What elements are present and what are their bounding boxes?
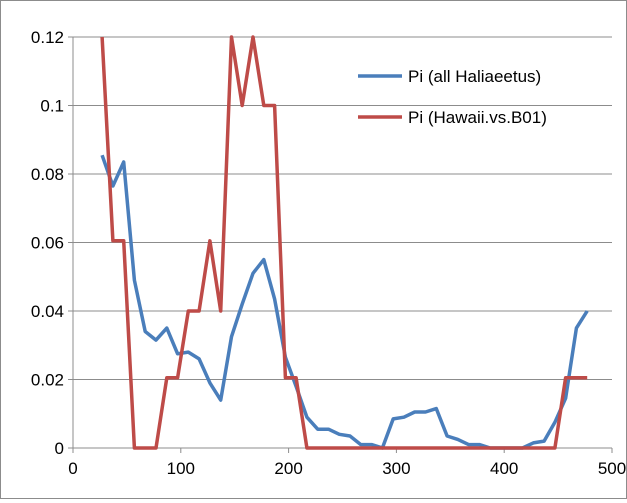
legend-label-0: Pi (all Haliaeetus) bbox=[408, 67, 541, 86]
y-tick-label-5: 0.1 bbox=[40, 97, 64, 116]
y-tick-label-4: 0.08 bbox=[31, 165, 64, 184]
x-tick-label-2: 200 bbox=[274, 459, 302, 478]
x-tick-label-5: 500 bbox=[598, 459, 626, 478]
x-tick-label-4: 400 bbox=[490, 459, 518, 478]
axes: 0 0.02 0.04 0.06 0.08 0.1 0.12 0 100 200 300 400 500 bbox=[31, 28, 626, 478]
y-tick-label-6: 0.12 bbox=[31, 28, 64, 47]
series-lines bbox=[100, 35, 589, 450]
y-tick-label-0: 0 bbox=[55, 439, 64, 458]
gridlines bbox=[73, 36, 612, 380]
series-line-0 bbox=[100, 154, 589, 450]
legend: Pi (all Haliaeetus) Pi (Hawaii.vs.B01) bbox=[358, 67, 547, 127]
x-tick-label-1: 100 bbox=[167, 459, 195, 478]
series-line-1 bbox=[100, 35, 588, 450]
legend-label-1: Pi (Hawaii.vs.B01) bbox=[408, 108, 547, 127]
x-tick-label-3: 300 bbox=[382, 459, 410, 478]
y-tick-label-1: 0.02 bbox=[31, 371, 64, 390]
x-tick-label-0: 0 bbox=[68, 459, 77, 478]
y-tick-label-3: 0.06 bbox=[31, 234, 64, 253]
y-tick-label-2: 0.04 bbox=[31, 302, 64, 321]
